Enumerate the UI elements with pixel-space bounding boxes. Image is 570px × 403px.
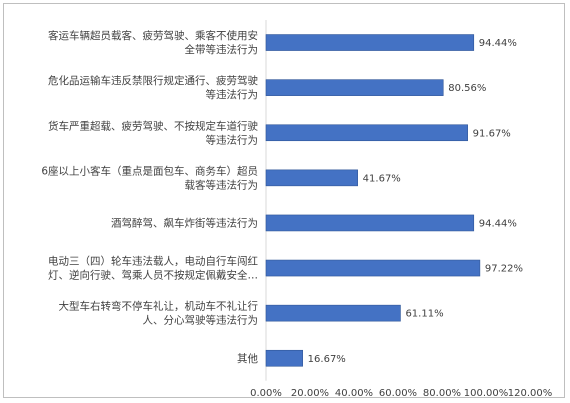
data-label: 61.11% [405, 309, 443, 320]
bar [265, 79, 444, 96]
data-label: 94.44% [479, 38, 517, 49]
bar [265, 124, 468, 142]
x-tick-label: 0.00% [250, 388, 282, 399]
x-tick-label: 100.00% [464, 388, 509, 399]
category-label: 大型车右转弯不停车礼让，机动车不礼让行人、分心驾驶等违法行为 [59, 300, 259, 327]
data-label: 41.67% [363, 173, 401, 184]
bars [265, 34, 481, 367]
x-tick-label: 20.00% [291, 388, 329, 399]
bar [265, 34, 475, 51]
bar [265, 304, 401, 322]
x-tick-label: 120.00% [508, 388, 553, 399]
category-label: 货车严重超载、疲劳驾驶、不按规定车道行驶等违法行为 [48, 119, 258, 146]
category-label: 其他 [237, 352, 258, 365]
data-label: 97.22% [485, 264, 523, 275]
bar [265, 349, 303, 367]
chart-frame [3, 3, 565, 398]
labels: 94.44% 客运车辆超员载客、疲劳驾驶、乘客不使用安全带等违法行为 80.56% 危… [41, 29, 523, 365]
bar [265, 214, 475, 232]
data-label: 94.44% [479, 218, 517, 229]
category-label: 电动三（四）轮车违法载人，电动自行车闯红灯、逆向行驶、驾乘人员不按规定佩戴安全… [48, 255, 258, 282]
bar [265, 169, 358, 187]
x-tick-label: 80.00% [423, 388, 461, 399]
data-label: 91.67% [473, 128, 511, 139]
category-label: 危化品运输车违反禁限行规定通行、疲劳驾驶等违法行为 [48, 74, 258, 101]
category-label: 6座以上小客车（重点是面包车、商务车）超员载客等违法行为 [41, 164, 258, 191]
x-tick-label: 60.00% [379, 388, 417, 399]
category-label: 客运车辆超员载客、疲劳驾驶、乘客不使用安全带等违法行为 [48, 29, 258, 56]
data-label: 16.67% [308, 354, 346, 365]
category-label: 酒驾醉驾、飙车炸街等违法行为 [111, 216, 258, 229]
bar [265, 259, 481, 277]
axes: 0.00% 20.00% 40.00% 60.00% 80.00% 100.00% 120.… [250, 20, 552, 399]
data-label: 80.56% [448, 83, 486, 94]
x-tick-label: 40.00% [335, 388, 373, 399]
